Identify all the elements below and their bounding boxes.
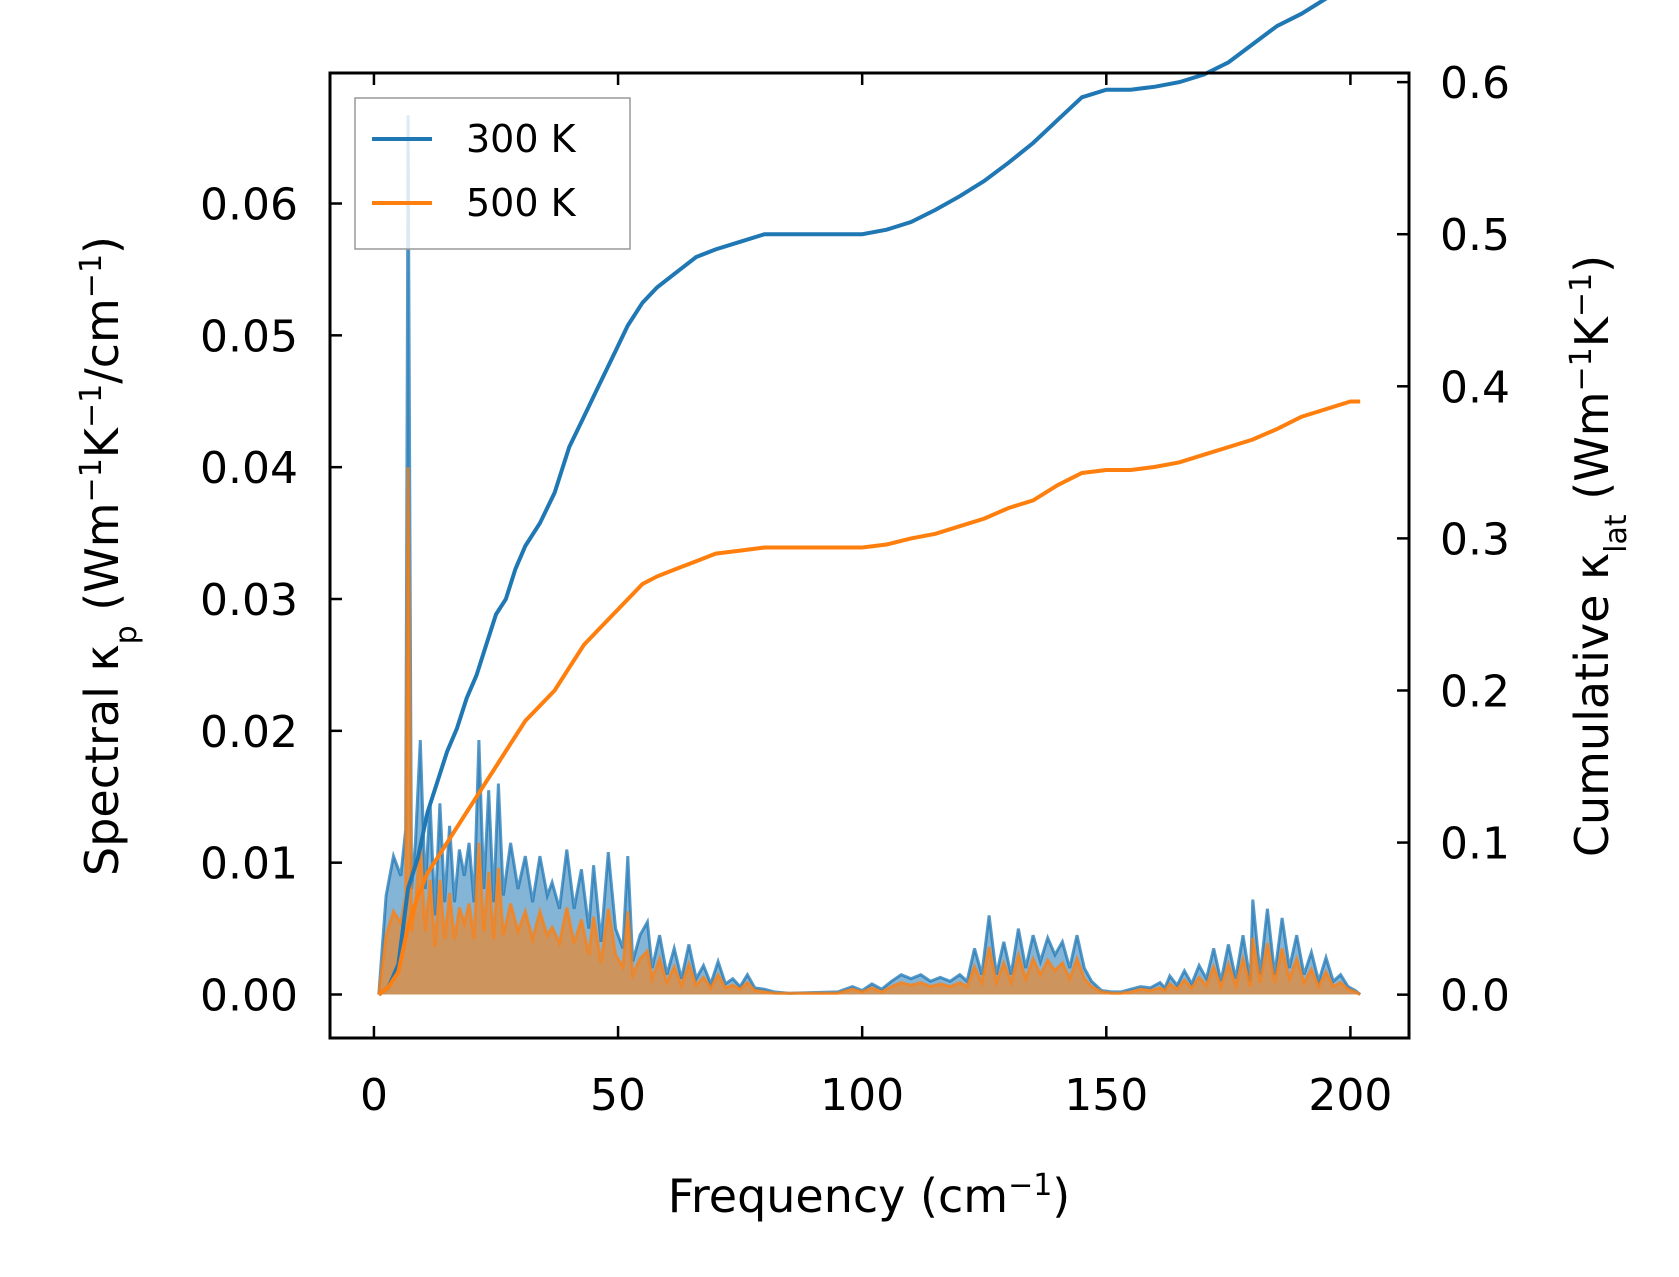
spectral-fill-layer bbox=[377, 115, 1362, 996]
x-tick-label: 200 bbox=[1308, 1070, 1392, 1121]
y-right-tick-label: 0.4 bbox=[1440, 362, 1510, 413]
cumulative-line-500k bbox=[377, 399, 1361, 997]
y-right-tick-label: 0.3 bbox=[1440, 514, 1510, 565]
y-left-tick-label: 0.01 bbox=[200, 839, 298, 890]
y-right-tick-label: 0.6 bbox=[1440, 58, 1510, 109]
y-left-tick-label: 0.06 bbox=[200, 180, 298, 231]
x-axis-title: Frequency (cm−1) bbox=[668, 1168, 1071, 1224]
y-axis-left-title: Spectral κp (Wm−1K−1/cm−1) bbox=[74, 236, 144, 876]
data-line-layer bbox=[377, 0, 1361, 997]
y-axis-right-title: Cumulative κlat (Wm−1K−1) bbox=[1564, 255, 1634, 857]
x-tick-label: 50 bbox=[590, 1070, 646, 1121]
x-tick-label: 100 bbox=[820, 1070, 904, 1121]
y-left-tick-label: 0.05 bbox=[200, 311, 298, 362]
y-right-tick-label: 0.0 bbox=[1440, 971, 1510, 1022]
legend-label-300k: 300 K bbox=[466, 117, 577, 161]
y-right-tick-label: 0.2 bbox=[1440, 666, 1510, 717]
x-tick-label: 0 bbox=[360, 1070, 388, 1121]
x-tick-label: 150 bbox=[1064, 1070, 1148, 1121]
legend: 300 K 500 K bbox=[354, 97, 631, 250]
legend-box bbox=[354, 97, 631, 250]
y-left-tick-label: 0.02 bbox=[200, 707, 298, 758]
y-right-tick-label: 0.1 bbox=[1440, 819, 1510, 870]
tick-layer: 0 50 100 150 200 0.00 0.01 0.02 0.03 0.04 0.05 0.06… bbox=[200, 58, 1510, 1121]
spectral-line-500k bbox=[377, 467, 1361, 996]
y-right-tick-label: 0.5 bbox=[1440, 210, 1510, 261]
plot-frame bbox=[328, 71, 1411, 1040]
legend-label-500k: 500 K bbox=[466, 181, 577, 225]
cumulative-line-300k bbox=[377, 0, 1328, 997]
y-left-tick-label: 0.00 bbox=[200, 970, 298, 1021]
y-left-tick-label: 0.03 bbox=[200, 575, 298, 626]
spectral-fill-500k bbox=[378, 467, 1361, 995]
y-left-tick-label: 0.04 bbox=[200, 443, 298, 494]
spectral-line-300k bbox=[377, 115, 1362, 996]
